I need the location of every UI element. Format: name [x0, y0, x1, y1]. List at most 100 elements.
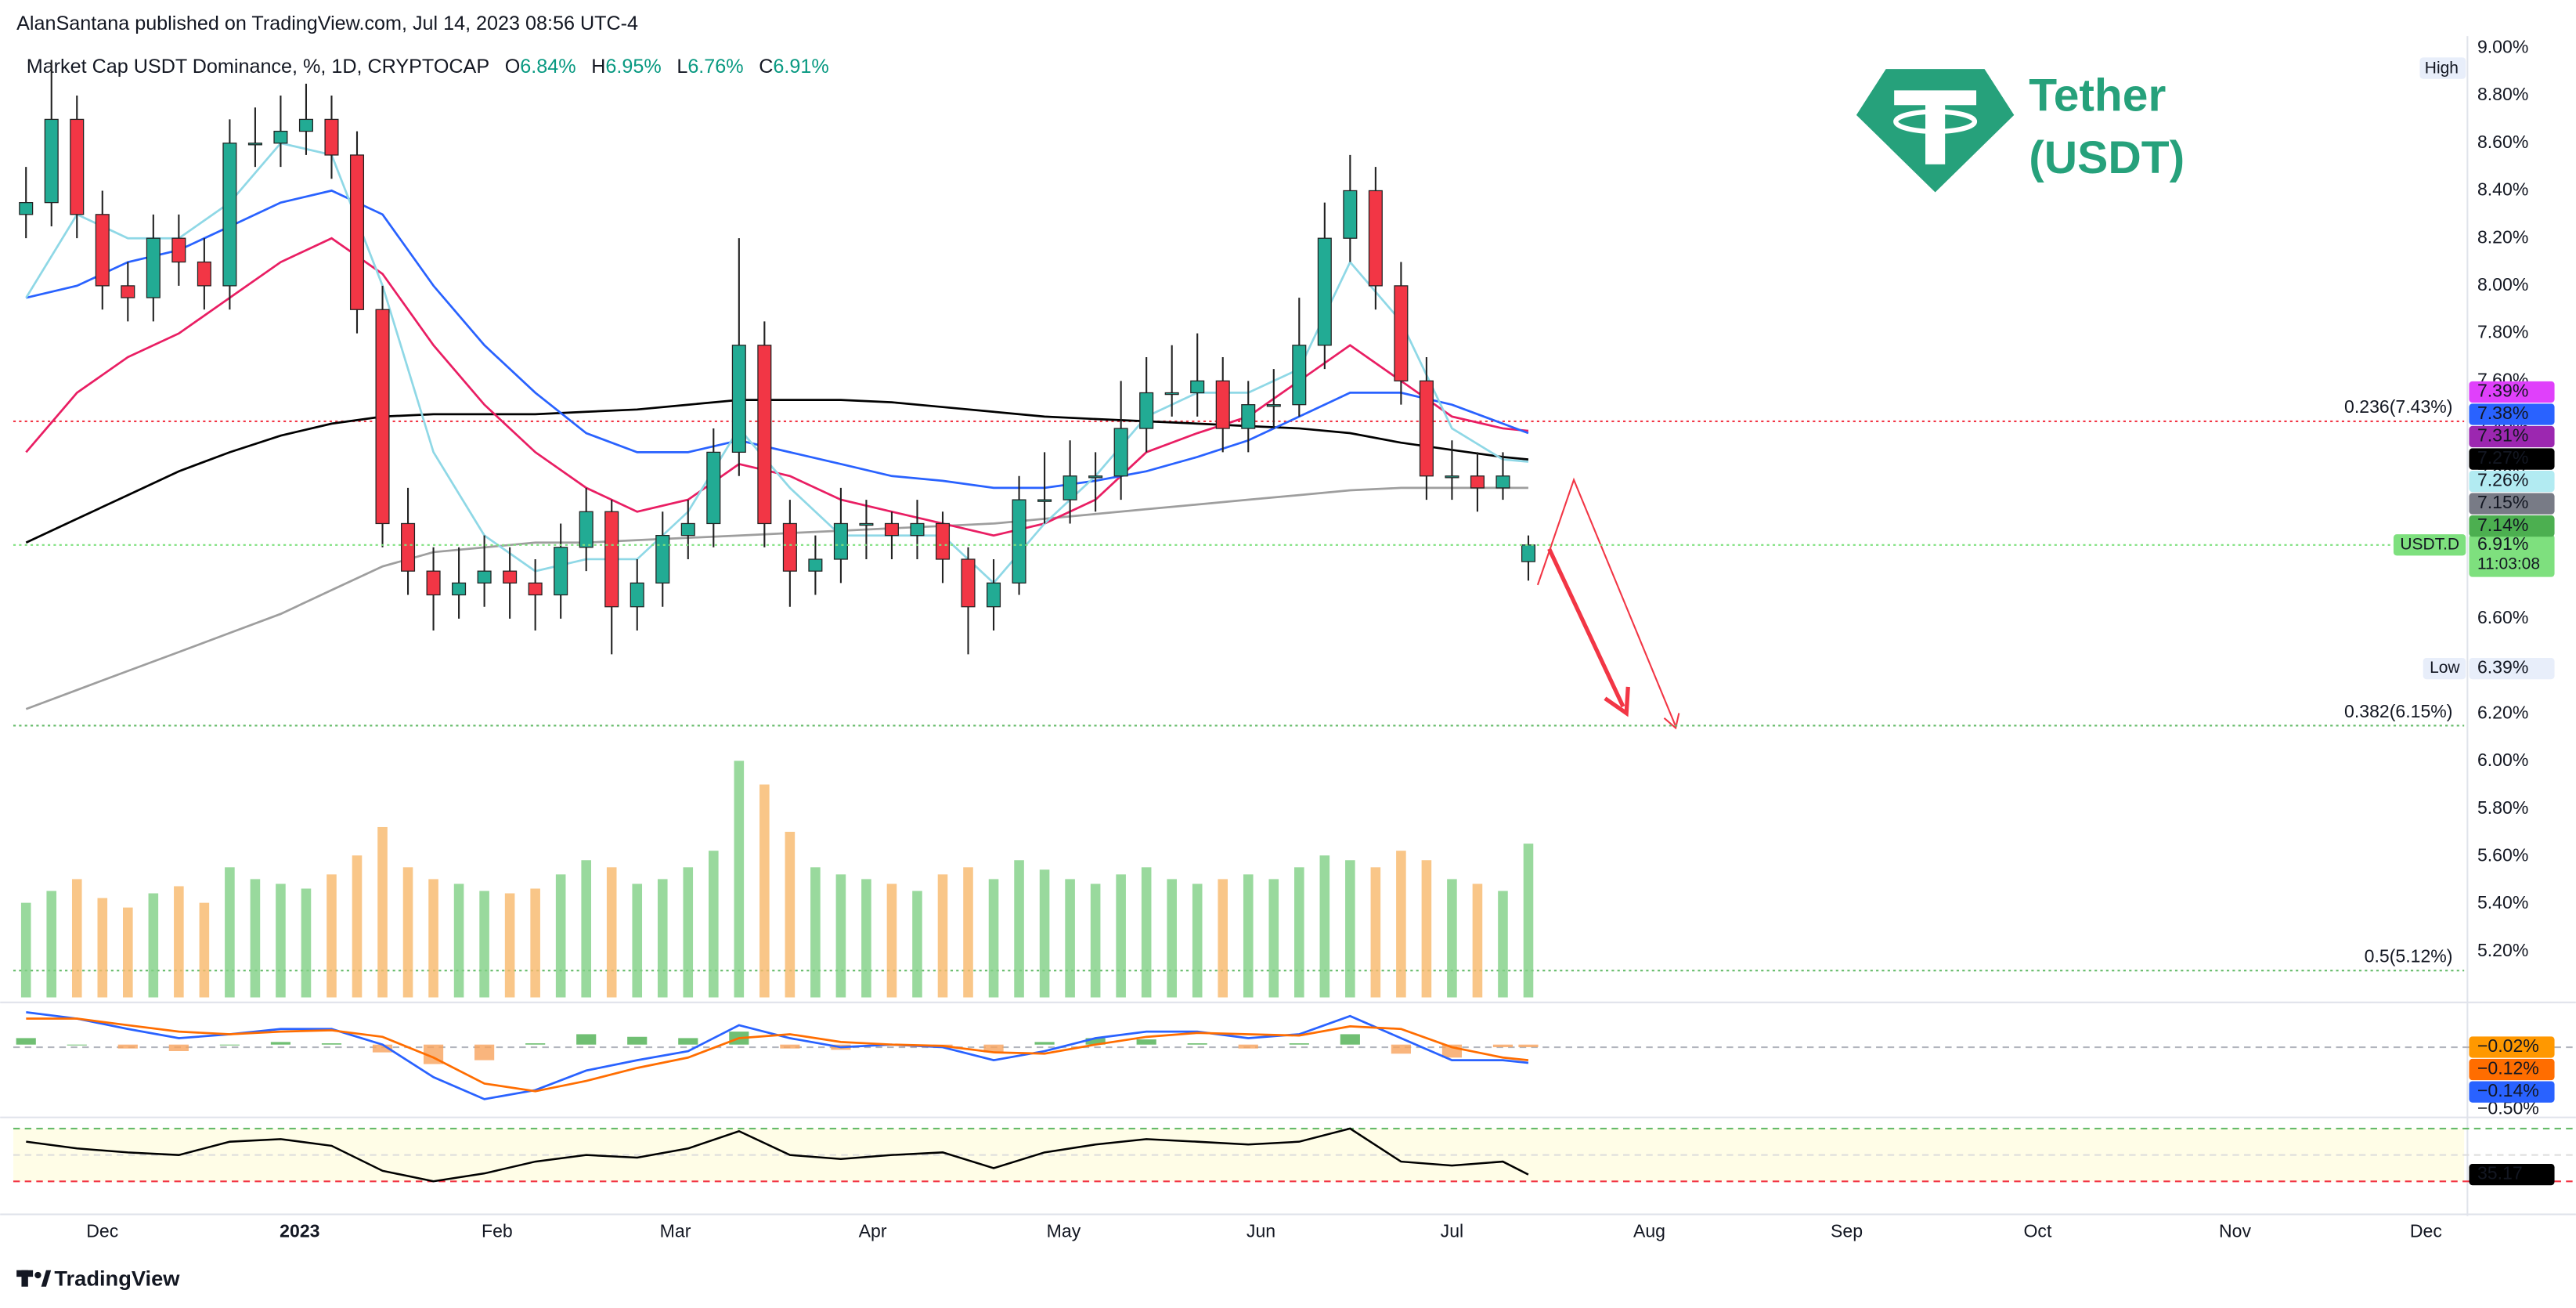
price-tag-bg: [2469, 470, 2555, 493]
last-price-tag-bg: [2393, 534, 2466, 556]
candle-body: [1368, 190, 1383, 287]
volume-bar: [250, 879, 261, 998]
volume-bar: [1294, 867, 1304, 998]
candle-body: [782, 522, 797, 572]
volume-bar: [785, 832, 796, 998]
volume-bar: [123, 907, 133, 998]
volume-bar: [225, 867, 235, 998]
brand-logo: [16, 1270, 52, 1287]
macd-histogram: [219, 1044, 240, 1046]
y-tick-label: 6.60%: [2477, 607, 2528, 627]
volume-bar: [1090, 883, 1101, 998]
candle-body: [833, 522, 848, 560]
candle-body: [579, 511, 593, 548]
candle-body: [1190, 380, 1205, 394]
volume-bar: [1421, 860, 1432, 998]
candle-body: [1088, 475, 1103, 479]
x-tick-label: Nov: [2219, 1221, 2251, 1241]
volume-bar: [1523, 844, 1534, 998]
macd-histogram: [525, 1043, 546, 1045]
macd-histogram: [576, 1034, 597, 1045]
watermark-ticker: (USDT): [2029, 132, 2185, 183]
fib-label: 0.236(7.43%): [2344, 396, 2452, 417]
logo-mark: [41, 1270, 52, 1287]
low-tag: Low: [2430, 659, 2460, 677]
price-tag-bg: [2469, 493, 2555, 515]
macd-macd-line: [26, 1011, 1529, 1100]
macd-histogram: [1340, 1034, 1360, 1045]
volume-bar: [352, 855, 363, 998]
volume-bar: [377, 826, 388, 998]
volume-bar: [46, 891, 57, 998]
x-tick-label: Apr: [859, 1221, 887, 1241]
y-tick-label: 8.00%: [2477, 274, 2528, 294]
low-value: 6.39%: [2477, 657, 2528, 677]
ohlc-key: L: [676, 56, 687, 78]
volume-bar: [20, 902, 31, 998]
y-tick-label: 8.80%: [2477, 84, 2528, 104]
candle-body: [1113, 428, 1128, 477]
candle-body: [477, 570, 492, 584]
volume-bar: [71, 879, 82, 998]
candle-body: [554, 547, 568, 596]
candle-body: [247, 143, 262, 146]
candle-body: [1495, 475, 1510, 489]
volume-bar: [963, 867, 973, 998]
high-tag-bg: [2419, 57, 2466, 79]
price-tag: 7.38%: [2477, 403, 2528, 423]
price-tag-bg: [2469, 425, 2555, 448]
macd-histogram: [1238, 1044, 1258, 1049]
volume-bar: [276, 883, 286, 998]
volume-bar: [734, 761, 745, 998]
candle-body: [70, 118, 85, 215]
macd-histogram: [270, 1042, 291, 1045]
volume-bar: [1141, 867, 1152, 998]
volume-bar: [1065, 879, 1075, 998]
candle-body: [1521, 544, 1536, 562]
macd-histogram: [1492, 1044, 1513, 1048]
price-tag: 7.15%: [2477, 492, 2528, 512]
candle-body: [171, 237, 186, 263]
x-tick-label: Dec: [86, 1221, 118, 1241]
candle-body: [655, 535, 670, 584]
candle-body: [935, 522, 951, 560]
price-tag: 7.39%: [2477, 381, 2528, 401]
brand: TradingView: [54, 1266, 180, 1291]
macd-histogram: [474, 1044, 495, 1060]
candle-body: [375, 309, 390, 525]
price-tag: 7.31%: [2477, 425, 2528, 446]
last-price-symbol: USDT.D: [2400, 535, 2459, 553]
volume-bar: [1192, 883, 1203, 998]
y-tick-label: 5.20%: [2477, 940, 2528, 960]
projection-arrows: [1536, 477, 1680, 730]
candle-body: [1292, 345, 1307, 406]
volume-bar: [759, 784, 770, 998]
last-price-value-bg: [2469, 534, 2555, 577]
candle-body: [910, 522, 925, 537]
candle-body: [884, 522, 899, 537]
logo-mark: [21, 1270, 28, 1287]
candle-body: [503, 570, 518, 584]
volume-bar: [835, 874, 846, 998]
candle-body: [121, 285, 135, 298]
macd-histogram: [1518, 1044, 1539, 1048]
macd-histogram: [168, 1044, 189, 1051]
price-tag: 7.27%: [2477, 447, 2528, 468]
logo-t-bar: [1894, 90, 1977, 106]
y-tick-label: 6.00%: [2477, 750, 2528, 770]
volume-bar: [555, 874, 566, 998]
candle-body: [222, 143, 237, 287]
macd-histogram: [1289, 1043, 1309, 1045]
macd-histogram: [1034, 1042, 1055, 1045]
rsi-line: [26, 1127, 1529, 1183]
macd-tag: −0.14%: [2477, 1080, 2539, 1100]
y-tick-label: 7.80%: [2477, 322, 2528, 342]
macd-tag-bg: [2469, 1058, 2555, 1081]
low-tag-bg: [2423, 657, 2466, 680]
arrow-line: [1547, 547, 1625, 708]
macd-histogram: [1085, 1038, 1106, 1045]
price-tag-bg: [2469, 448, 2555, 470]
macd-histogram: [678, 1038, 698, 1045]
